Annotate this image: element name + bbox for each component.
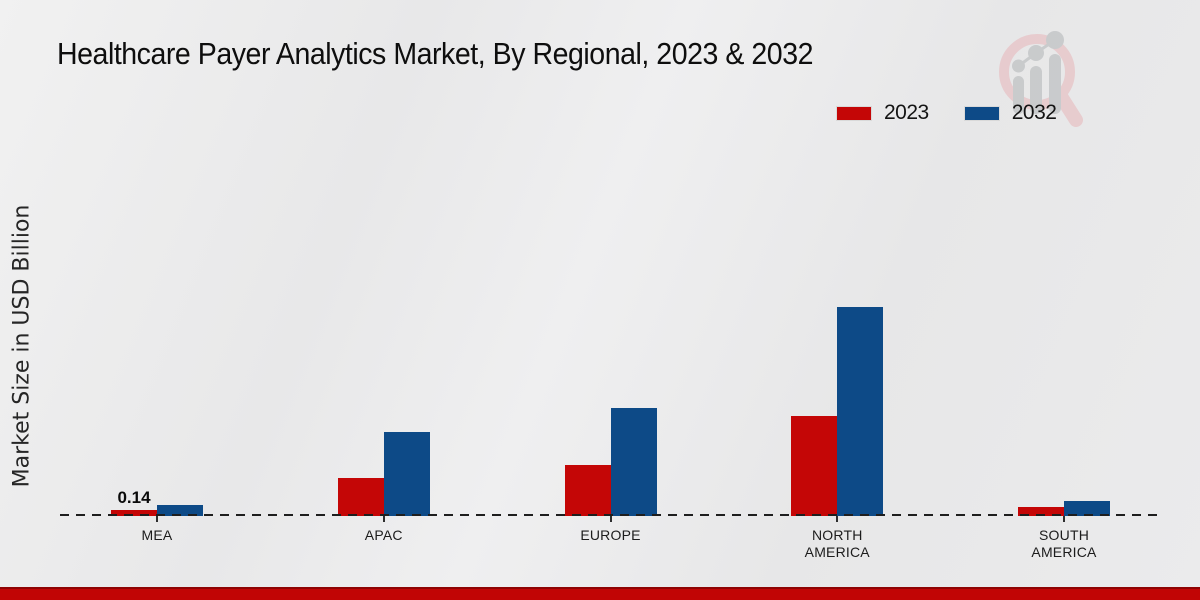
x-axis-tick-apac <box>382 516 385 522</box>
x-axis-label-south-america: SOUTH AMERICA <box>1031 527 1097 560</box>
x-axis-tick-europe <box>609 516 612 522</box>
bar-north-america-2023 <box>791 416 838 516</box>
bar-south-america-2023 <box>1018 507 1064 516</box>
x-axis-tick-south-america <box>1063 516 1065 522</box>
bar-apac-2023 <box>337 478 384 516</box>
legend-swatch-2023 <box>837 106 871 120</box>
x-axis-tick-north-america <box>836 516 839 522</box>
footer-red-strip <box>0 587 1200 600</box>
bar-mea-2032 <box>157 505 203 516</box>
chart-title: Healthcare Payer Analytics Market, By Re… <box>57 36 814 71</box>
x-axis-label-europe: EUROPE <box>580 527 641 543</box>
legend-label-2032: 2032 <box>1011 101 1057 124</box>
bar-south-america-2032 <box>1064 501 1110 516</box>
legend-swatch-2032 <box>964 106 999 120</box>
bar-europe-2023 <box>564 465 611 516</box>
magnifier-growth-chart-icon <box>999 31 1083 127</box>
legend: 2023 2032 <box>837 101 1057 125</box>
x-axis-label-apac: APAC <box>364 527 403 543</box>
x-axis-tick-mea <box>156 516 158 522</box>
watermark-logo <box>993 26 1085 137</box>
bar-mea-2023 <box>111 510 157 516</box>
x-axis-label-north-america: NORTH AMERICA <box>804 527 870 560</box>
x-axis-dashed-baseline <box>60 514 1158 516</box>
x-axis-label-mea: MEA <box>141 527 173 543</box>
bar-europe-2032 <box>610 408 657 516</box>
bar-apac-2032 <box>383 432 430 516</box>
bar-north-america-2032 <box>837 307 884 516</box>
legend-label-2023: 2023 <box>884 101 929 124</box>
bar-value-label: 0.14 <box>117 488 151 507</box>
